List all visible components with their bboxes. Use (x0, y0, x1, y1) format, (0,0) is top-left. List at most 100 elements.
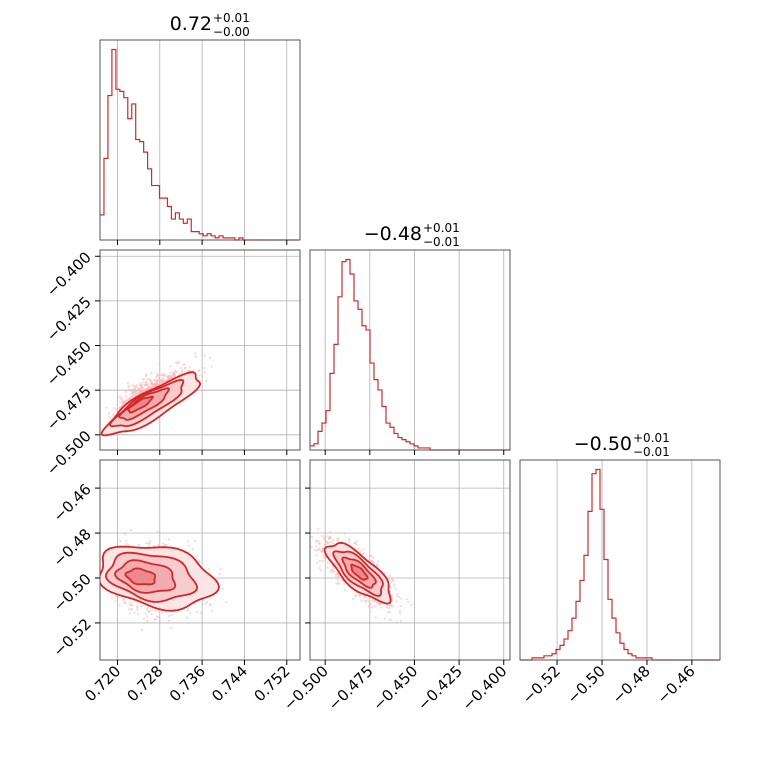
panel-title-0: 0.72 +0.01−0.00 (170, 11, 250, 39)
scatter-point (169, 365, 172, 368)
scatter-point (124, 395, 127, 398)
scatter-point (330, 540, 333, 544)
scatter-point (161, 374, 164, 377)
y-tick-label: −0.52 (50, 615, 95, 660)
title-value: −0.50 (574, 433, 632, 455)
contour-level-3 (124, 567, 157, 586)
scatter-point (171, 371, 174, 374)
scatter-point (108, 416, 111, 419)
scatter-point (225, 600, 228, 604)
title-upper: +0.01 (423, 221, 460, 235)
scatter-point (183, 367, 187, 370)
panel-frame-0-1 (99, 249, 301, 451)
scatter-point (348, 538, 351, 541)
scatter-point (135, 392, 138, 395)
scatter-point (343, 532, 346, 535)
scatter-point (329, 569, 332, 572)
scatter-point (168, 371, 172, 375)
scatter-point (118, 400, 122, 404)
scatter-point (153, 618, 156, 621)
scatter-point (155, 378, 158, 381)
scatter-point (376, 560, 380, 563)
gridlines (324, 250, 505, 450)
x-tick-label: −0.52 (519, 662, 564, 707)
scatter-point (136, 392, 140, 395)
scatter-point (198, 374, 201, 377)
title-value: −0.48 (364, 223, 422, 245)
scatter-point (388, 604, 391, 608)
scatter-point (125, 399, 129, 402)
scatter-point (194, 540, 197, 543)
scatter-point (317, 540, 320, 543)
scatter-point (205, 379, 208, 383)
scatter-point (159, 373, 162, 377)
x-tick-label: 0.720 (81, 662, 124, 705)
y-tick-label: −0.400 (43, 248, 95, 300)
scatter-point (203, 366, 206, 370)
scatter-point (139, 387, 143, 390)
scatter-point (167, 376, 171, 379)
scatter-point (332, 542, 335, 545)
scatter-point (142, 617, 145, 620)
scatter-point (156, 382, 159, 385)
scatter-point (147, 545, 150, 548)
scatter-point (124, 390, 127, 394)
scatter-point (122, 400, 125, 403)
scatter-point (159, 379, 163, 382)
scatter-point (334, 573, 337, 576)
scatter-point (161, 377, 164, 380)
scatter-point (145, 615, 149, 618)
scatter-point (319, 568, 322, 572)
scatter-point (158, 362, 161, 366)
scatter-point (315, 554, 318, 557)
scatter-point (135, 390, 138, 393)
panel-frame-1-1 (309, 249, 511, 451)
scatter-point (150, 613, 153, 616)
scatter-point (142, 377, 145, 381)
scatter-point (406, 601, 410, 604)
scatter-point (163, 380, 166, 383)
scatter-point (163, 374, 166, 377)
scatter-point (368, 600, 372, 604)
scatter-1-2 (304, 528, 413, 624)
scatter-point (138, 390, 141, 394)
title-lower: −0.01 (423, 235, 460, 249)
scatter-point (137, 543, 141, 546)
scatter-point (112, 413, 115, 416)
scatter-point (133, 611, 136, 614)
scatter-point (136, 608, 139, 611)
scatter-point (322, 553, 325, 556)
scatter-point (122, 402, 125, 405)
scatter-point (328, 531, 331, 534)
histogram-0 (100, 48, 299, 241)
scatter-point (179, 366, 182, 370)
scatter-point (154, 376, 157, 379)
x-tick-label: 0.736 (166, 662, 209, 705)
scatter-point (131, 603, 134, 607)
scatter-point (208, 604, 212, 607)
scatter-point (155, 615, 159, 618)
scatter-point (127, 388, 130, 391)
scatter-point (304, 544, 306, 546)
scatter-point (187, 540, 190, 543)
scatter-point (198, 560, 201, 563)
scatter-point (355, 540, 358, 543)
scatter-point (322, 536, 325, 539)
panel-title-1: −0.48 +0.01−0.01 (364, 221, 460, 249)
scatter-point (318, 542, 322, 545)
scatter-point (399, 604, 403, 608)
scatter-point (388, 574, 391, 578)
histogram-1 (310, 258, 510, 451)
x-tick-label: −0.48 (609, 662, 654, 707)
scatter-point (375, 601, 379, 604)
scatter-point (119, 540, 122, 543)
scatter-point (357, 547, 360, 550)
scatter-point (391, 599, 394, 602)
scatter-point (332, 570, 336, 574)
scatter-point (390, 619, 393, 622)
scatter-point (204, 602, 208, 605)
scatter-point (114, 408, 118, 411)
scatter-point (148, 540, 152, 543)
scatter-point (188, 612, 192, 615)
scatter-point (131, 608, 134, 611)
